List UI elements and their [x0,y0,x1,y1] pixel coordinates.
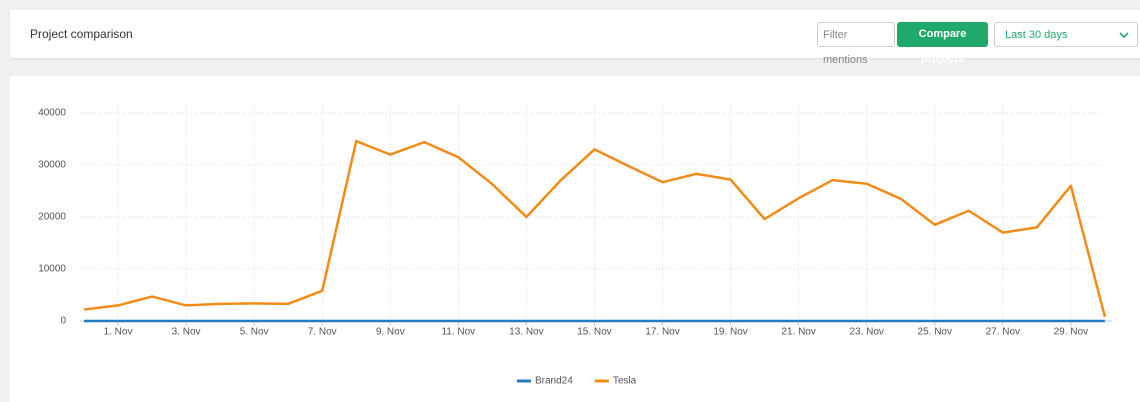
x-tick-label: 9. Nov [376,327,405,338]
x-tick-label: 29. Nov [1054,327,1088,338]
legend-label: Tesla [613,376,637,387]
filter-button[interactable]: Filter mentions [817,22,895,66]
chart-card [10,76,1140,402]
y-tick-label: 0 [60,316,66,327]
y-tick-label: 20000 [38,212,66,223]
series-line [83,139,1107,318]
x-tick-label: 23. Nov [849,327,883,338]
chevron [1119,32,1129,39]
x-tick-label: 17. Nov [645,327,679,338]
y-tick-label: 10000 [38,264,66,275]
x-tick-label: 11. Nov [441,327,475,338]
x-tick-label: 27. Nov [986,327,1020,338]
legend-label: Brand24 [535,376,573,387]
header: Project comparison Filter mentions Compa… [10,10,1140,66]
x-tick-label: 25. Nov [918,327,952,338]
y-tick-label: 30000 [38,160,66,171]
x-tick-label: 21. Nov [781,327,815,338]
x-tick-label: 7. Nov [308,327,337,338]
x-tick-label: 15. Nov [577,327,611,338]
x-tick-label: 5. Nov [240,327,269,338]
range-label: Last 30 days [1005,29,1068,41]
x-tick-label: 13. Nov [509,327,543,338]
range-select[interactable]: Last 30 days [994,22,1138,47]
compare-button[interactable]: Compare projects [897,22,988,65]
page-title: Project comparison [30,27,133,41]
x-tick-label: 19. Nov [713,327,747,338]
x-tick-label: 3. Nov [172,327,201,338]
y-tick-label: 40000 [38,108,66,119]
x-tick-label: 1. Nov [104,327,133,338]
